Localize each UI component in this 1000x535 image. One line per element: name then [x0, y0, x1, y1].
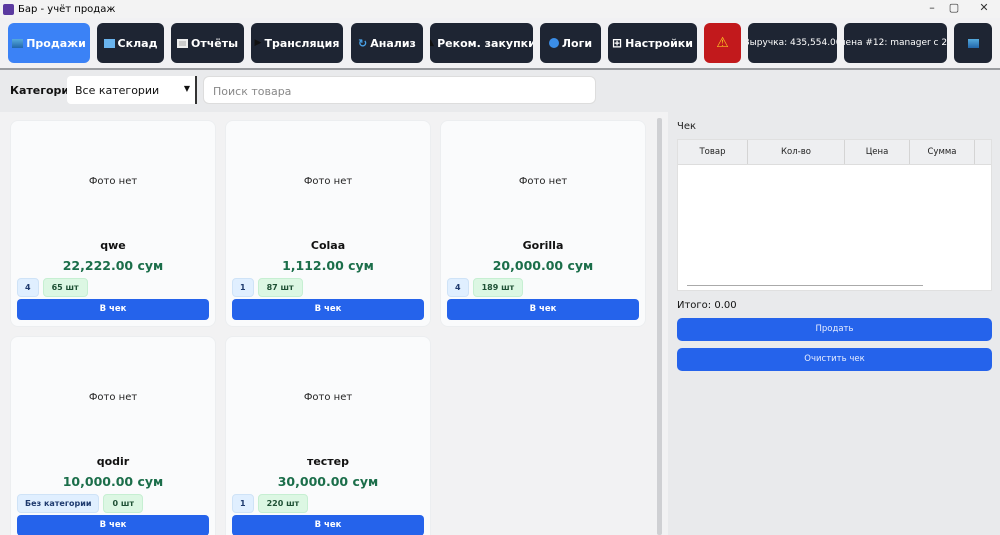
- product-price: 22,222.00 сум: [62, 258, 164, 273]
- product-price: 10,000.00 сум: [62, 474, 164, 489]
- nav-settings[interactable]: ⊞ Настройки: [608, 23, 697, 63]
- search-placeholder: Поиск товара: [213, 85, 292, 98]
- product-name: qwe: [100, 239, 126, 252]
- title-bar: Бар - учёт продаж – ▢ ✕: [0, 0, 1000, 18]
- nav-logs[interactable]: Логи: [540, 23, 601, 63]
- add-to-receipt-button[interactable]: В чек: [17, 299, 209, 320]
- nav-label: Логи: [561, 36, 593, 50]
- sell-button[interactable]: Продать: [677, 318, 992, 341]
- nav-label: Анализ: [370, 36, 416, 50]
- receipt-title: Чек: [677, 121, 697, 132]
- product-card[interactable]: Фото нет тестер 30,000.00 сум 1 220 шт В …: [225, 336, 431, 535]
- maximize-button[interactable]: ▢: [948, 1, 960, 14]
- category-label: Категория:: [10, 84, 81, 97]
- play-icon: ▶: [254, 38, 262, 48]
- category-value: Все категории: [75, 84, 160, 97]
- photo-placeholder: Фото нет: [88, 392, 138, 403]
- add-to-receipt-button[interactable]: В чек: [17, 515, 209, 535]
- nav-analysis[interactable]: ↻ Анализ: [351, 23, 423, 63]
- product-card[interactable]: Фото нет Colaa 1,112.00 сум 1 87 шт В чек: [225, 120, 431, 327]
- column-header[interactable]: Кол-во: [748, 140, 845, 164]
- stock-badge: 65 шт: [42, 278, 88, 297]
- close-button[interactable]: ✕: [979, 1, 989, 14]
- product-name: тестер: [306, 455, 350, 468]
- scrollbar[interactable]: [657, 118, 662, 535]
- nav-broadcast[interactable]: ▶ Трансляция: [251, 23, 343, 63]
- photo-placeholder: Фото нет: [518, 176, 568, 187]
- warning-icon: ⚠: [716, 35, 729, 51]
- nav-reports[interactable]: Отчёты: [171, 23, 244, 63]
- nav-sales[interactable]: Продажи: [8, 23, 90, 63]
- globe-icon: [548, 38, 559, 48]
- square-icon: [176, 38, 188, 48]
- photo-placeholder: Фото нет: [303, 176, 353, 187]
- category-select[interactable]: Все категории ▼: [67, 76, 197, 104]
- triangle-up-icon: ▲: [430, 38, 435, 48]
- nav-label: Отчёты: [190, 36, 239, 50]
- product-price: 30,000.00 сум: [277, 474, 379, 489]
- add-to-receipt-button[interactable]: В чек: [232, 515, 424, 535]
- product-name: Gorilla: [522, 239, 564, 252]
- app-icon: [3, 3, 14, 15]
- column-header[interactable]: Сумма: [910, 140, 975, 164]
- stock-badge: 0 шт: [103, 494, 143, 513]
- revenue-text: Выручка: 435,554.00: [748, 38, 837, 48]
- top-nav: Продажи Склад Отчёты ▶ Трансляция ↻ Анализ…: [0, 18, 1000, 70]
- column-header[interactable]: Товар: [678, 140, 748, 164]
- grid-icon: ⊞: [612, 36, 623, 50]
- chevron-down-icon: ▼: [183, 84, 190, 93]
- receipt-table: Товар Кол-во Цена Сумма: [677, 139, 992, 291]
- stock-badge: 87 шт: [257, 278, 303, 297]
- category-badge: Без категории: [17, 494, 100, 513]
- category-badge: 1: [232, 494, 254, 513]
- nav-warehouse[interactable]: Склад: [97, 23, 164, 63]
- minimize-button[interactable]: –: [929, 1, 935, 14]
- category-badge: 4: [17, 278, 39, 297]
- product-name: Colaa: [310, 239, 346, 252]
- nav-label: Трансляция: [264, 36, 340, 50]
- receipt-total: Итого: 0.00: [677, 300, 737, 311]
- product-name: qodir: [96, 455, 130, 468]
- display-button[interactable]: [954, 23, 992, 63]
- nav-label: Склад: [117, 36, 158, 50]
- revenue-display: Выручка: 435,554.00: [748, 23, 837, 63]
- warning-button[interactable]: ⚠: [704, 23, 741, 63]
- folder-icon: [103, 38, 115, 48]
- filter-bar: Категория: Все категории ▼ Поиск товара: [0, 72, 1000, 110]
- product-grid: Фото нет qwe 22,222.00 сум 4 65 шт В чек Ф…: [0, 112, 668, 535]
- product-price: 1,112.00 сум: [282, 258, 374, 273]
- stock-badge: 220 шт: [257, 494, 309, 513]
- add-to-receipt-button[interactable]: В чек: [447, 299, 639, 320]
- photo-placeholder: Фото нет: [303, 392, 353, 403]
- category-badge: 4: [447, 278, 469, 297]
- horizontal-scrollbar[interactable]: [687, 285, 923, 286]
- nav-label: Реком. закупки: [437, 36, 533, 50]
- receipt-panel: Чек Товар Кол-во Цена Сумма Итого: 0.00 …: [668, 112, 1000, 535]
- monitor-icon: [12, 38, 24, 48]
- product-card[interactable]: Фото нет qwe 22,222.00 сум 4 65 шт В чек: [10, 120, 216, 327]
- nav-purchase-recommendations[interactable]: ▲ Реком. закупки: [430, 23, 533, 63]
- nav-label: Настройки: [625, 36, 693, 50]
- nav-label: Продажи: [26, 36, 86, 50]
- photo-placeholder: Фото нет: [88, 176, 138, 187]
- stock-badge: 189 шт: [472, 278, 524, 297]
- add-to-receipt-button[interactable]: В чек: [232, 299, 424, 320]
- shift-text: Смена #12: manager с 202: [844, 38, 947, 48]
- search-input[interactable]: Поиск товара: [203, 76, 596, 104]
- product-card[interactable]: Фото нет qodir 10,000.00 сум Без категор…: [10, 336, 216, 535]
- product-card[interactable]: Фото нет Gorilla 20,000.00 сум 4 189 шт В…: [440, 120, 646, 327]
- column-header[interactable]: Цена: [845, 140, 910, 164]
- shift-display[interactable]: Смена #12: manager с 202: [844, 23, 947, 63]
- clear-receipt-button[interactable]: Очистить чек: [677, 348, 992, 371]
- product-price: 20,000.00 сум: [492, 258, 594, 273]
- monitor-icon: [967, 38, 979, 48]
- refresh-icon: ↻: [358, 36, 368, 50]
- category-badge: 1: [232, 278, 254, 297]
- window-title: Бар - учёт продаж: [18, 3, 116, 15]
